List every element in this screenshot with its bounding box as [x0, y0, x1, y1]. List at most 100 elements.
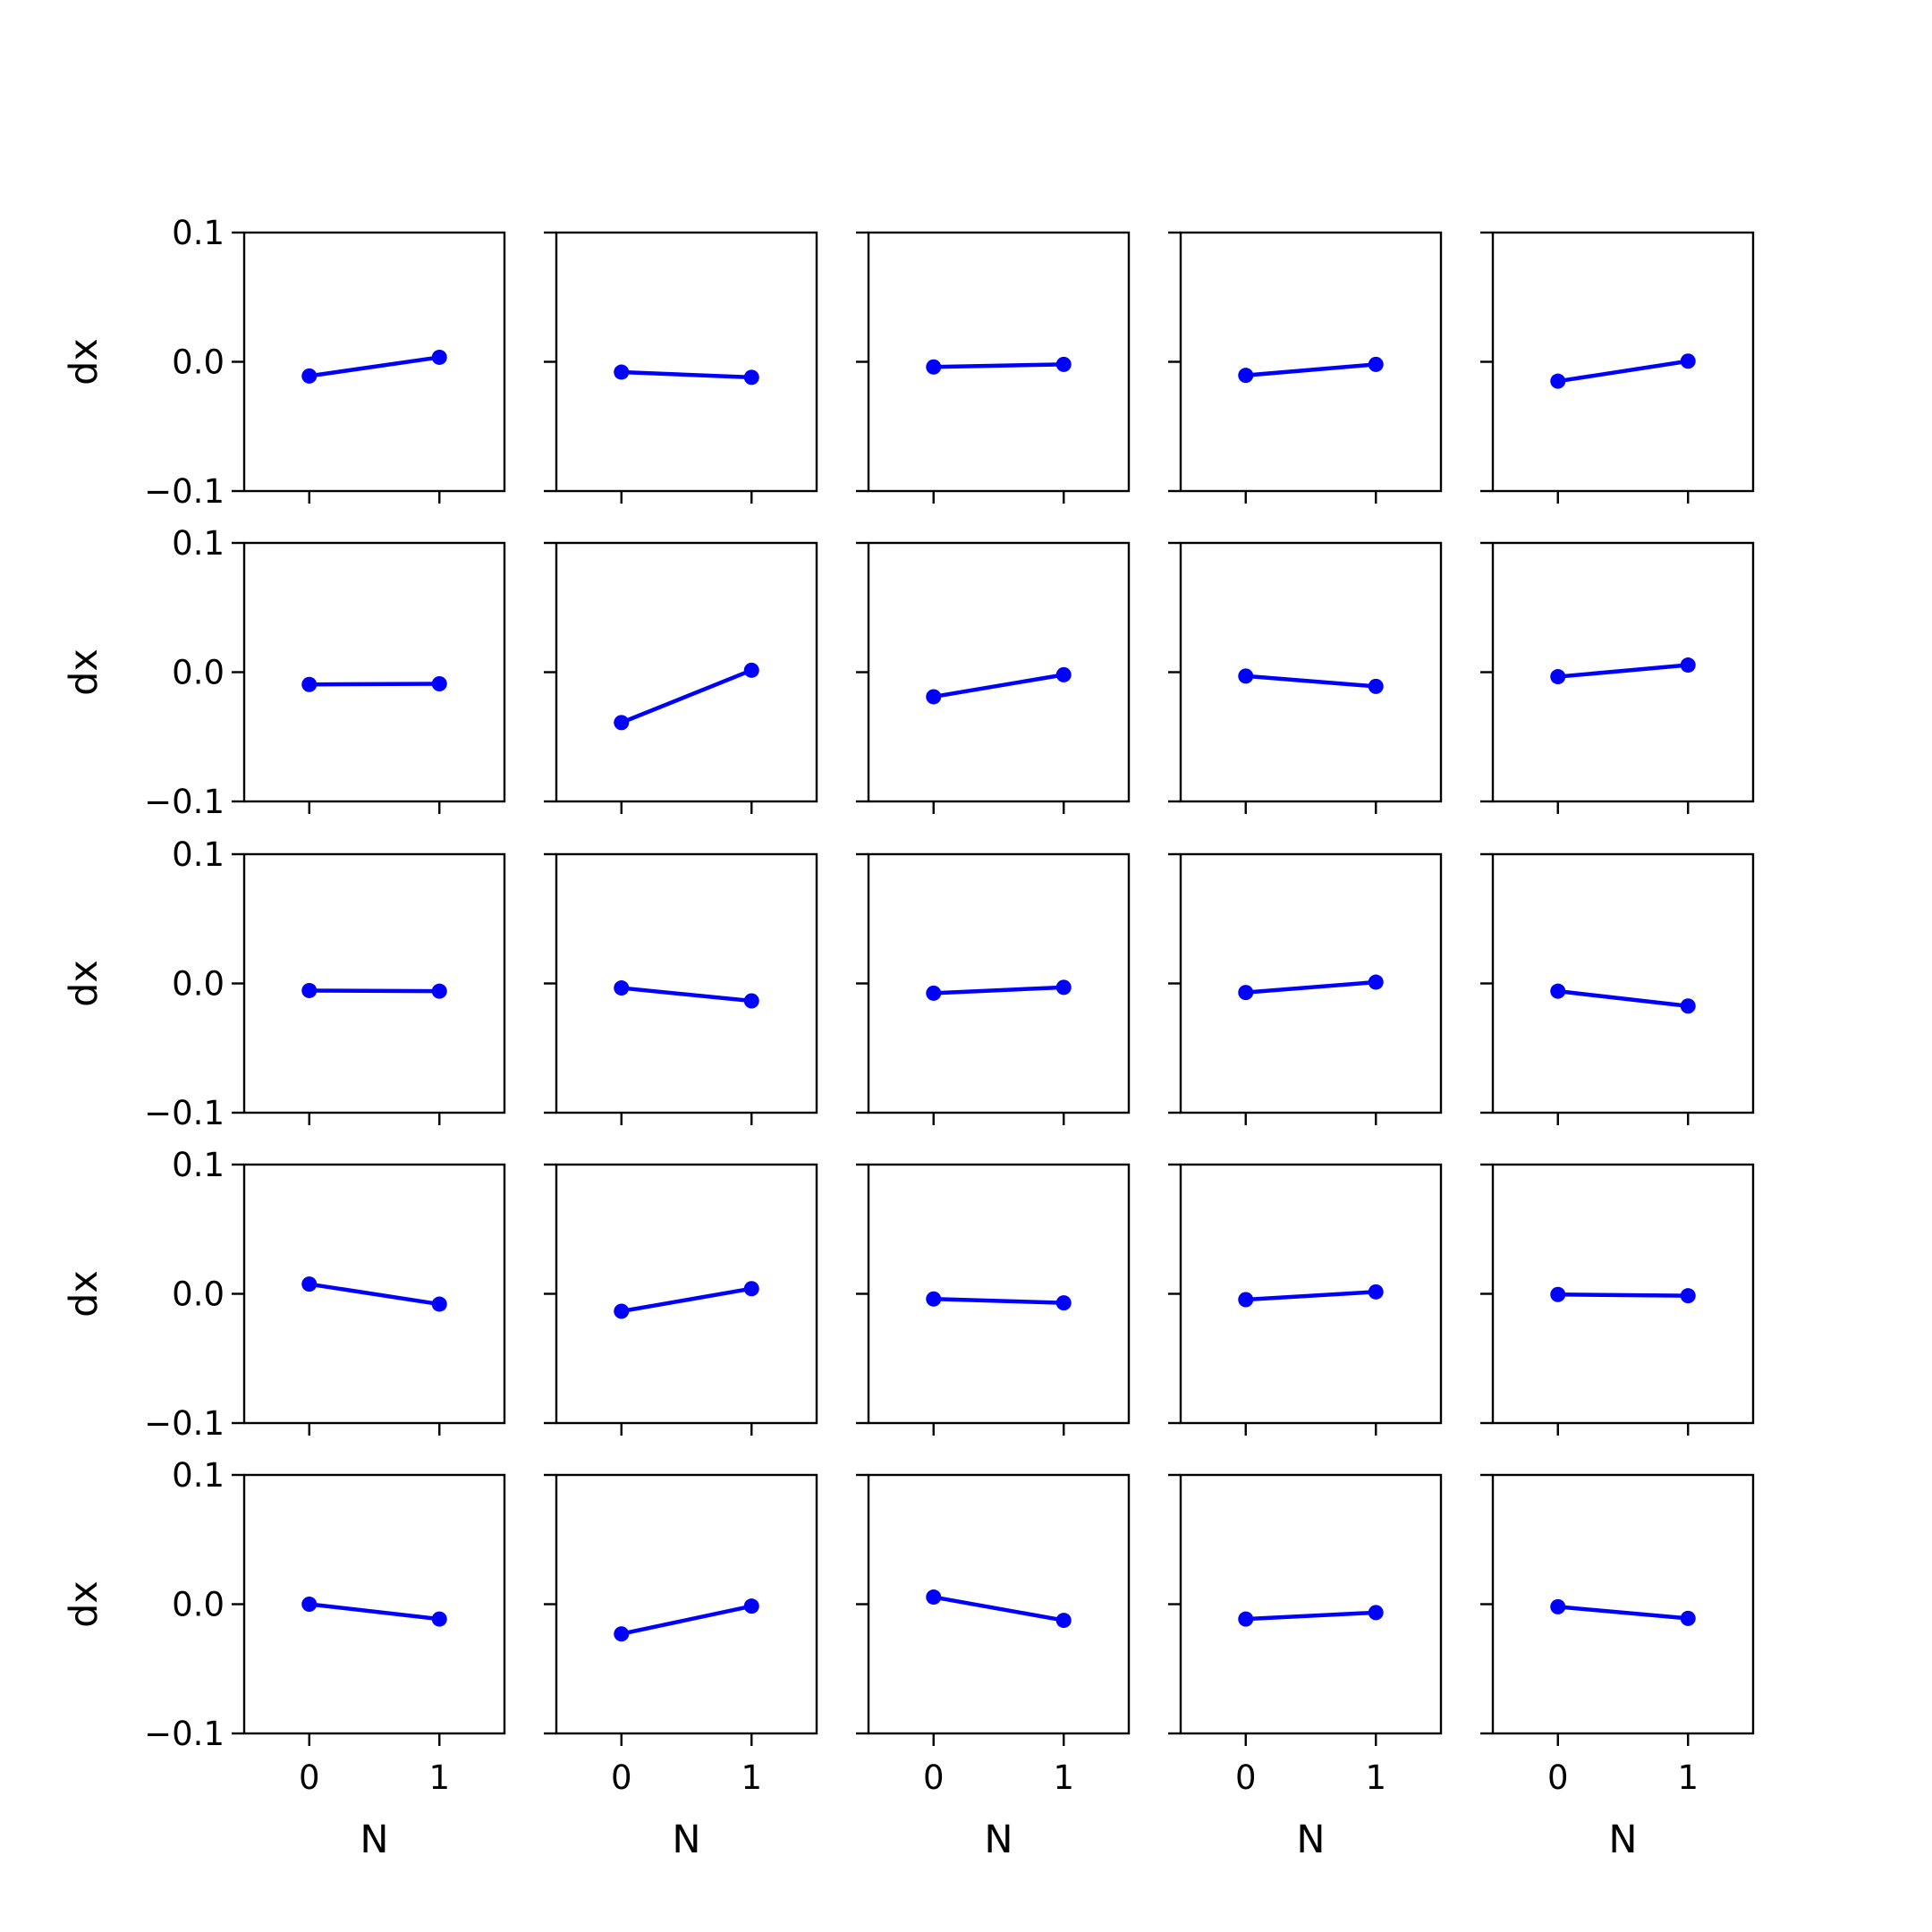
subplot-r0-c1 [544, 231, 818, 504]
data-point [1680, 657, 1696, 674]
data-point [1368, 356, 1384, 372]
axes-frame [242, 852, 506, 1114]
series-line [1243, 979, 1378, 995]
data-point [1680, 1610, 1696, 1626]
data-point [614, 1626, 630, 1642]
series-line [619, 986, 754, 1004]
axes-frame [242, 1163, 506, 1425]
axes-frame [555, 231, 818, 493]
axes-frame [1491, 1473, 1755, 1735]
data-point [1055, 666, 1072, 682]
axes-frame [867, 541, 1131, 803]
x-tick-label: 0 [1235, 1758, 1257, 1797]
series-line [1555, 1605, 1690, 1621]
data-point [301, 1276, 318, 1292]
subplot-r2-c4 [1480, 852, 1755, 1125]
data-point [743, 662, 759, 678]
series-line [619, 369, 754, 380]
subplot-r4-c1: 0 1 N [544, 1473, 818, 1862]
x-axis-label: N [1296, 1818, 1325, 1862]
axes-frame [555, 1163, 818, 1425]
series-line [307, 355, 442, 378]
data-point [1368, 1605, 1384, 1621]
y-tick-label: 0.1 [172, 524, 225, 563]
series-line [307, 1602, 442, 1622]
series-line [619, 1286, 754, 1314]
axes-frame [242, 231, 506, 493]
y-tick-label: −0.1 [144, 1094, 225, 1132]
data-point [926, 359, 942, 375]
data-point [1550, 983, 1566, 999]
data-point [743, 1281, 759, 1297]
series-line [1555, 359, 1690, 384]
axes-frame [1179, 1163, 1443, 1425]
y-tick-label: −0.1 [144, 1404, 225, 1443]
y-tick-label: 0.1 [172, 835, 225, 874]
subplot-r2-c2 [856, 852, 1131, 1125]
series-line [307, 988, 442, 994]
series-line [931, 362, 1066, 369]
data-point [614, 1303, 630, 1319]
y-axis-label: dx [62, 338, 106, 386]
axes-frame [867, 1473, 1131, 1735]
data-point [614, 715, 630, 731]
y-axis-label: dx [62, 648, 106, 696]
data-point [1055, 356, 1072, 372]
subplot-r1-c4 [1480, 541, 1755, 814]
subplot-r1-c1 [544, 541, 818, 814]
y-axis-label: dx [62, 1270, 106, 1318]
data-point [431, 349, 447, 365]
x-tick-label: 0 [1547, 1758, 1569, 1797]
x-axis-label: N [984, 1818, 1013, 1862]
x-tick-label: 1 [428, 1758, 450, 1797]
series-line [619, 1604, 754, 1636]
series-line [1555, 988, 1690, 1009]
subplot-r3-c2 [856, 1163, 1131, 1436]
x-axis-label: N [360, 1818, 388, 1862]
data-point [1680, 353, 1696, 369]
data-point [926, 1589, 942, 1606]
axes-frame [1179, 852, 1443, 1114]
data-point [1238, 668, 1254, 684]
x-tick-label: 1 [1365, 1758, 1386, 1797]
axes-frame [1491, 852, 1755, 1114]
x-tick-label: 0 [299, 1758, 320, 1797]
series-line [307, 1282, 442, 1307]
data-point [743, 1598, 759, 1614]
series-line [307, 682, 442, 687]
data-point [1368, 974, 1384, 990]
y-tick-label: 0.1 [172, 1456, 225, 1495]
subplot-r3-c0: 0.1 0.0 −0.1 dx [62, 1146, 506, 1443]
data-point [1550, 1286, 1566, 1302]
subplot-r4-c4: 0 1 N [1480, 1473, 1755, 1862]
subplot-r1-c2 [856, 541, 1131, 814]
axes-frame [242, 541, 506, 803]
y-tick-label: 0.0 [172, 965, 225, 1004]
subplot-r3-c3 [1168, 1163, 1443, 1436]
data-point [614, 364, 630, 380]
y-tick-label: 0.1 [172, 214, 225, 252]
axes-frame [555, 1473, 818, 1735]
series-line [1243, 1290, 1378, 1302]
subplot-r0-c2 [856, 231, 1131, 504]
data-point [1238, 985, 1254, 1001]
data-point [926, 985, 942, 1001]
series-line [931, 985, 1066, 996]
axes-frame [1491, 1163, 1755, 1425]
series-line [1243, 674, 1378, 689]
series-line [931, 673, 1066, 699]
data-point [1055, 979, 1072, 996]
series-line [1555, 1292, 1690, 1298]
subplot-r2-c3 [1168, 852, 1443, 1125]
data-point [431, 1296, 447, 1312]
data-point [926, 689, 942, 705]
y-tick-label: 0.0 [172, 1586, 225, 1624]
y-axis-label: dx [62, 1580, 106, 1628]
axes-frame [1179, 1473, 1443, 1735]
y-tick-label: −0.1 [144, 1715, 225, 1753]
subplot-r0-c0: 0.1 0.0 −0.1 dx [62, 214, 506, 511]
data-point [301, 676, 318, 692]
y-tick-label: −0.1 [144, 472, 225, 511]
subplot-r2-c1 [544, 852, 818, 1125]
